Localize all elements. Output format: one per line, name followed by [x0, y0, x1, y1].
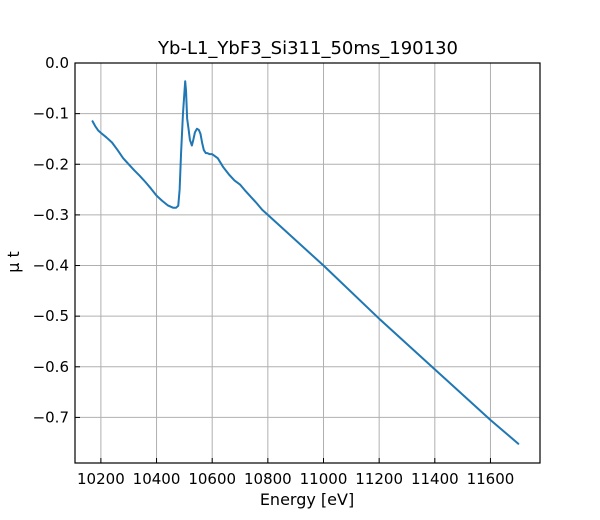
y-tick-label: −0.6 — [33, 358, 69, 376]
y-tick-label: −0.5 — [33, 307, 69, 325]
axis-ticks: 10200 10400 10600 10800 11000 11200 11400 11600… — [33, 54, 515, 488]
x-tick-label: 10200 — [77, 470, 125, 488]
x-axis-label: Energy [eV] — [260, 490, 354, 509]
y-tick-label: −0.1 — [33, 105, 69, 123]
y-tick-label: −0.4 — [33, 257, 69, 275]
y-axis-label: μ t — [4, 251, 23, 273]
chart-title: Yb-L1_YbF3_Si311_50ms_190130 — [157, 38, 458, 59]
x-tick-label: 10600 — [188, 470, 236, 488]
x-tick-label: 11000 — [300, 470, 348, 488]
x-tick-label: 11200 — [355, 470, 403, 488]
x-tick-label: 11400 — [411, 470, 459, 488]
y-tick-label: −0.7 — [33, 408, 69, 426]
x-tick-label: 11600 — [467, 470, 515, 488]
y-tick-label: −0.2 — [33, 155, 69, 173]
grid — [75, 62, 540, 463]
y-tick-label: 0.0 — [45, 54, 69, 72]
series-line — [91, 80, 520, 445]
series-layer — [91, 80, 520, 445]
x-tick-label: 10400 — [133, 470, 181, 488]
y-tick-label: −0.3 — [33, 206, 69, 224]
x-tick-label: 10800 — [244, 470, 292, 488]
plot-frame — [74, 62, 541, 464]
